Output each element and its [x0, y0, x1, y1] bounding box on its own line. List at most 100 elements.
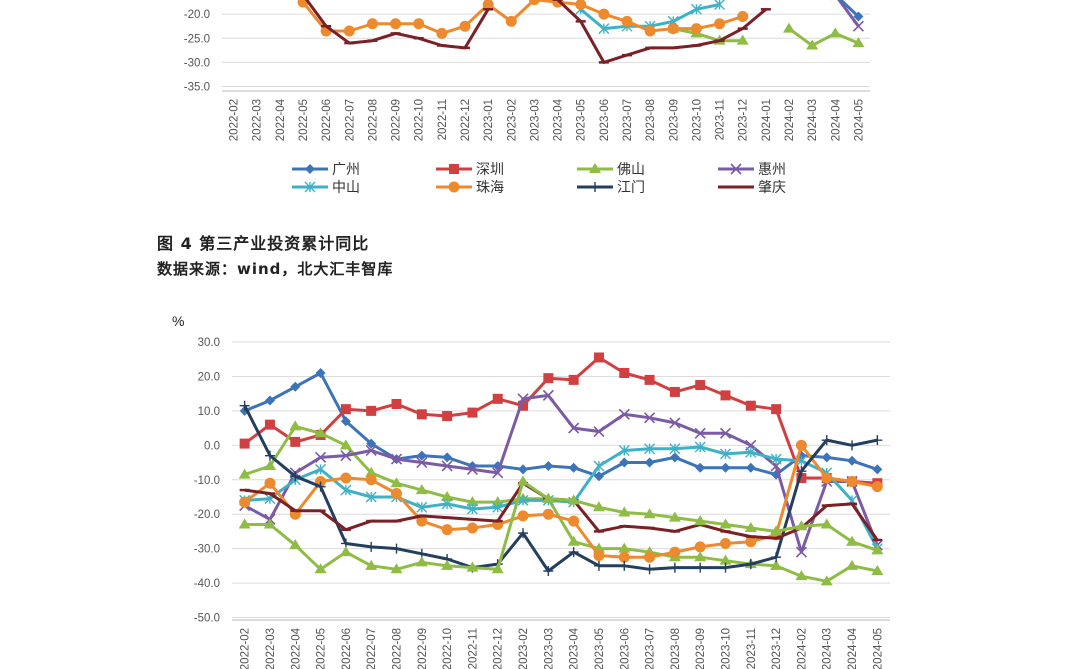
data-point [542, 508, 554, 520]
data-point [343, 25, 355, 37]
x-tick-label: 2023-12 [771, 628, 783, 669]
data-point [720, 448, 731, 460]
x-tick-label: 2024-05 [853, 99, 865, 141]
x-tick-label: 2023-07 [622, 99, 634, 141]
data-point [491, 563, 504, 574]
data-point [416, 501, 428, 513]
data-point [365, 491, 377, 503]
data-point [441, 524, 453, 536]
data-point [821, 472, 833, 484]
data-point [543, 373, 554, 384]
data-point [518, 400, 529, 411]
data-point [466, 561, 479, 572]
data-point [517, 475, 530, 486]
x-tick-label: 2023-10 [691, 99, 703, 141]
data-point [436, 27, 448, 39]
data-point [441, 498, 453, 510]
x-tick-label: 2023-02 [518, 628, 530, 669]
legend-label: 惠州 [758, 162, 786, 178]
legend-marker [590, 182, 600, 192]
x-tick-label: 2022-11 [467, 628, 479, 669]
data-point [618, 542, 631, 553]
data-point [694, 541, 706, 553]
legend-label: 江门 [617, 180, 645, 196]
figure-source: 数据来源：wind，北大汇丰智库 [157, 260, 394, 278]
data-point [719, 427, 732, 439]
data-point [568, 547, 579, 558]
x-tick-label: 2023-04 [553, 98, 565, 141]
data-point [238, 468, 251, 479]
data-point [442, 452, 453, 463]
data-point [390, 18, 402, 30]
data-point [820, 518, 833, 529]
x-tick-label: 2022-03 [252, 99, 264, 141]
data-point [568, 374, 579, 385]
legend-label: 广州 [332, 162, 360, 178]
x-tick-label: 2023-04 [569, 627, 581, 669]
legend-item: 珠海 [436, 180, 504, 196]
data-point [795, 520, 808, 531]
data-point [315, 481, 326, 492]
legend-marker [448, 181, 460, 193]
series-广州 [239, 367, 883, 482]
data-point [694, 551, 707, 562]
x-tick-label: 2022-06 [321, 99, 333, 141]
x-tick-label: 2022-02 [229, 99, 241, 141]
legend-label: 中山 [332, 180, 360, 196]
x-tick-label: 2023-09 [695, 628, 707, 669]
data-point [568, 515, 580, 527]
legend-item: 肇庆 [718, 180, 786, 196]
data-point [644, 412, 656, 424]
data-point [239, 496, 251, 508]
legend-label: 肇庆 [758, 180, 786, 196]
data-point [315, 451, 327, 463]
data-point [736, 34, 749, 45]
x-tick-label: 2022-06 [341, 628, 353, 669]
data-point [621, 15, 633, 27]
data-point [517, 393, 529, 405]
data-point [745, 536, 757, 548]
legend-item: 中山 [292, 180, 360, 196]
x-tick-label: 2022-07 [344, 99, 356, 141]
data-point [416, 450, 427, 461]
data-point [264, 450, 275, 461]
data-point [737, 11, 749, 23]
legend-marker [449, 164, 459, 174]
data-point [297, 0, 309, 8]
y-tick-label: -25.0 [184, 33, 210, 45]
data-point [669, 386, 680, 397]
data-point [593, 352, 604, 363]
data-point [289, 539, 302, 550]
data-point [492, 467, 504, 479]
x-tick-label: 2022-12 [460, 99, 472, 141]
series-惠州 [239, 389, 883, 558]
data-point [492, 393, 503, 404]
data-point [644, 443, 656, 455]
data-point [340, 472, 352, 484]
data-point [290, 471, 301, 482]
data-point [744, 521, 757, 532]
x-tick-label: 2022-10 [442, 628, 454, 669]
data-point [505, 15, 517, 27]
data-point [542, 389, 554, 401]
data-point [694, 515, 707, 526]
data-point [690, 23, 702, 35]
x-tick-label: 2022-04 [275, 98, 287, 141]
data-point [593, 460, 605, 472]
data-point [542, 492, 555, 503]
x-tick-label: 2023-05 [594, 628, 606, 669]
data-point [719, 554, 732, 565]
data-point [518, 464, 529, 475]
series-line [244, 445, 879, 550]
data-point [517, 510, 529, 522]
series-佛山-b [238, 475, 884, 574]
y-tick-label: 10.0 [198, 406, 220, 418]
data-point [771, 552, 782, 563]
data-point [619, 560, 630, 571]
legend-item: 广州 [292, 162, 360, 178]
data-point [543, 566, 554, 577]
data-point [390, 453, 403, 465]
data-point [770, 559, 783, 570]
data-point [694, 441, 706, 453]
